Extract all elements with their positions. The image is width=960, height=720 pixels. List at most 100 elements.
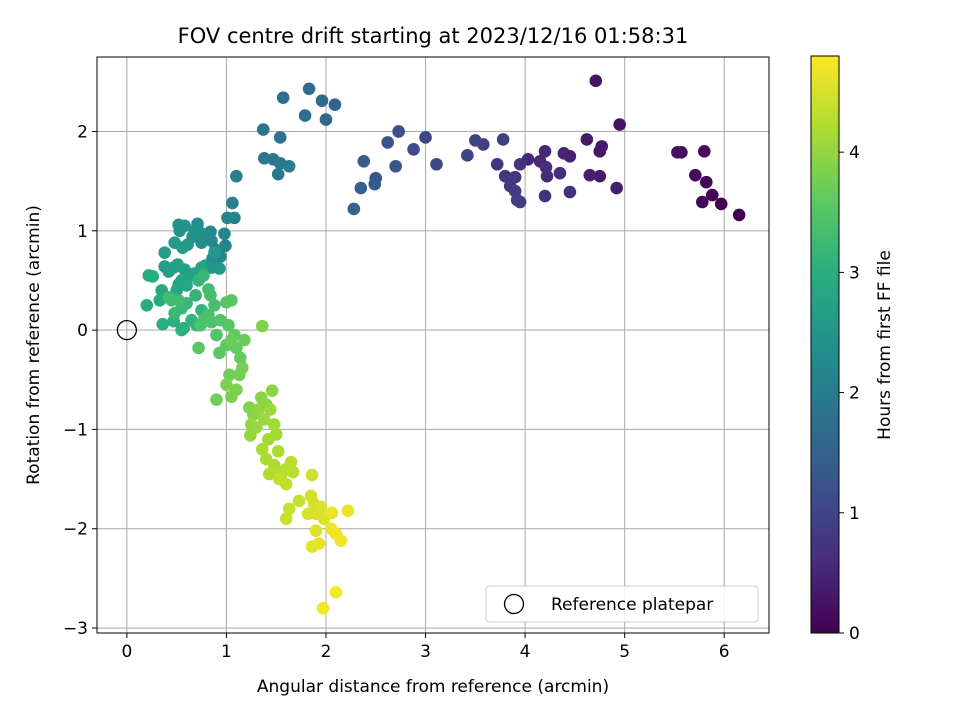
data-point — [490, 157, 504, 171]
colorbar: 0 1 2 3 4 Hours from first FF file — [810, 55, 895, 644]
data-point — [265, 384, 279, 397]
data-point — [257, 151, 271, 165]
x-tick-label: 2 — [321, 642, 332, 662]
x-tick-label: 5 — [619, 642, 630, 662]
data-point — [226, 196, 239, 210]
colorbar-tick-label: 4 — [849, 143, 860, 163]
data-point — [189, 289, 202, 302]
colorbar-tick-label: 3 — [849, 263, 860, 283]
data-point — [714, 197, 728, 211]
legend-box — [485, 585, 759, 623]
data-point — [236, 361, 249, 375]
data-point — [261, 433, 275, 446]
data-point — [334, 534, 348, 547]
data-point — [222, 318, 235, 332]
data-point — [368, 177, 382, 191]
data-point — [563, 185, 577, 199]
data-point — [162, 291, 175, 304]
data-point — [309, 524, 323, 538]
colorbar-ticks: 0 1 2 3 4 — [839, 143, 860, 644]
data-point — [316, 601, 330, 615]
data-point — [210, 393, 223, 406]
data-point — [319, 113, 333, 126]
data-point — [156, 317, 170, 331]
data-point — [192, 341, 205, 355]
data-point — [583, 168, 597, 182]
y-tick-label: 2 — [77, 122, 88, 142]
data-point — [256, 123, 270, 136]
x-axis-ticks: 0 1 2 3 4 5 6 — [121, 633, 730, 662]
plot-frame — [96, 56, 770, 634]
data-point — [357, 154, 371, 168]
data-point — [172, 294, 185, 307]
colorbar-tick-label: 1 — [849, 504, 860, 524]
y-tick-label: −3 — [63, 619, 88, 639]
data-point — [251, 403, 265, 416]
data-point — [705, 188, 719, 202]
data-point — [325, 506, 339, 520]
data-point — [328, 98, 342, 111]
data-point — [496, 133, 510, 146]
data-point — [255, 442, 269, 456]
colorbar-gradient — [810, 55, 840, 634]
data-point — [513, 157, 527, 171]
x-tick-label: 1 — [221, 642, 232, 662]
data-point — [158, 246, 171, 259]
data-point — [194, 318, 207, 332]
data-point — [610, 181, 623, 195]
colorbar-label: Hours from first FF file — [875, 250, 895, 440]
data-point — [213, 262, 226, 275]
data-point — [539, 160, 553, 174]
data-point — [329, 585, 343, 599]
data-point — [298, 109, 312, 122]
data-point — [208, 246, 221, 259]
y-tick-label: 0 — [77, 321, 88, 341]
data-point — [225, 294, 238, 307]
x-tick-label: 3 — [420, 642, 431, 662]
colorbar-tick-label: 0 — [849, 624, 860, 644]
data-point — [272, 472, 286, 486]
data-point — [689, 168, 702, 182]
data-point — [305, 468, 319, 482]
scatter-points — [140, 74, 746, 615]
data-point — [347, 202, 361, 216]
data-point — [168, 236, 181, 250]
data-point — [255, 319, 269, 333]
data-point — [276, 91, 290, 105]
y-axis-ticks: −3 −2 −1 0 1 2 — [63, 122, 97, 639]
data-point — [580, 133, 594, 146]
reference-platepar-marker — [116, 319, 138, 341]
data-point — [262, 467, 276, 481]
data-point — [469, 134, 482, 147]
data-point — [263, 403, 277, 416]
data-point — [354, 181, 368, 195]
data-point — [204, 289, 217, 302]
y-tick-label: −2 — [63, 520, 88, 540]
data-point — [221, 211, 234, 225]
data-point — [197, 269, 210, 282]
data-point — [175, 323, 188, 337]
data-point — [732, 208, 746, 222]
data-point — [267, 418, 281, 431]
data-point — [695, 195, 709, 209]
x-tick-label: 0 — [121, 642, 132, 662]
data-point — [208, 298, 221, 312]
x-tick-label: 4 — [520, 642, 531, 662]
data-point — [312, 537, 326, 550]
data-point — [407, 143, 420, 156]
data-point — [315, 94, 329, 107]
x-axis-label: Angular distance from reference (arcmin) — [257, 677, 609, 697]
data-point — [234, 351, 247, 365]
data-point — [284, 455, 298, 469]
data-point — [513, 195, 527, 209]
data-point — [168, 306, 181, 320]
legend: Reference platepar — [485, 585, 759, 623]
data-point — [271, 444, 285, 458]
data-point — [389, 159, 402, 173]
x-tick-label: 6 — [719, 642, 730, 662]
data-point — [553, 166, 567, 180]
data-point — [392, 125, 405, 138]
data-point — [140, 298, 154, 312]
data-point — [210, 328, 223, 342]
